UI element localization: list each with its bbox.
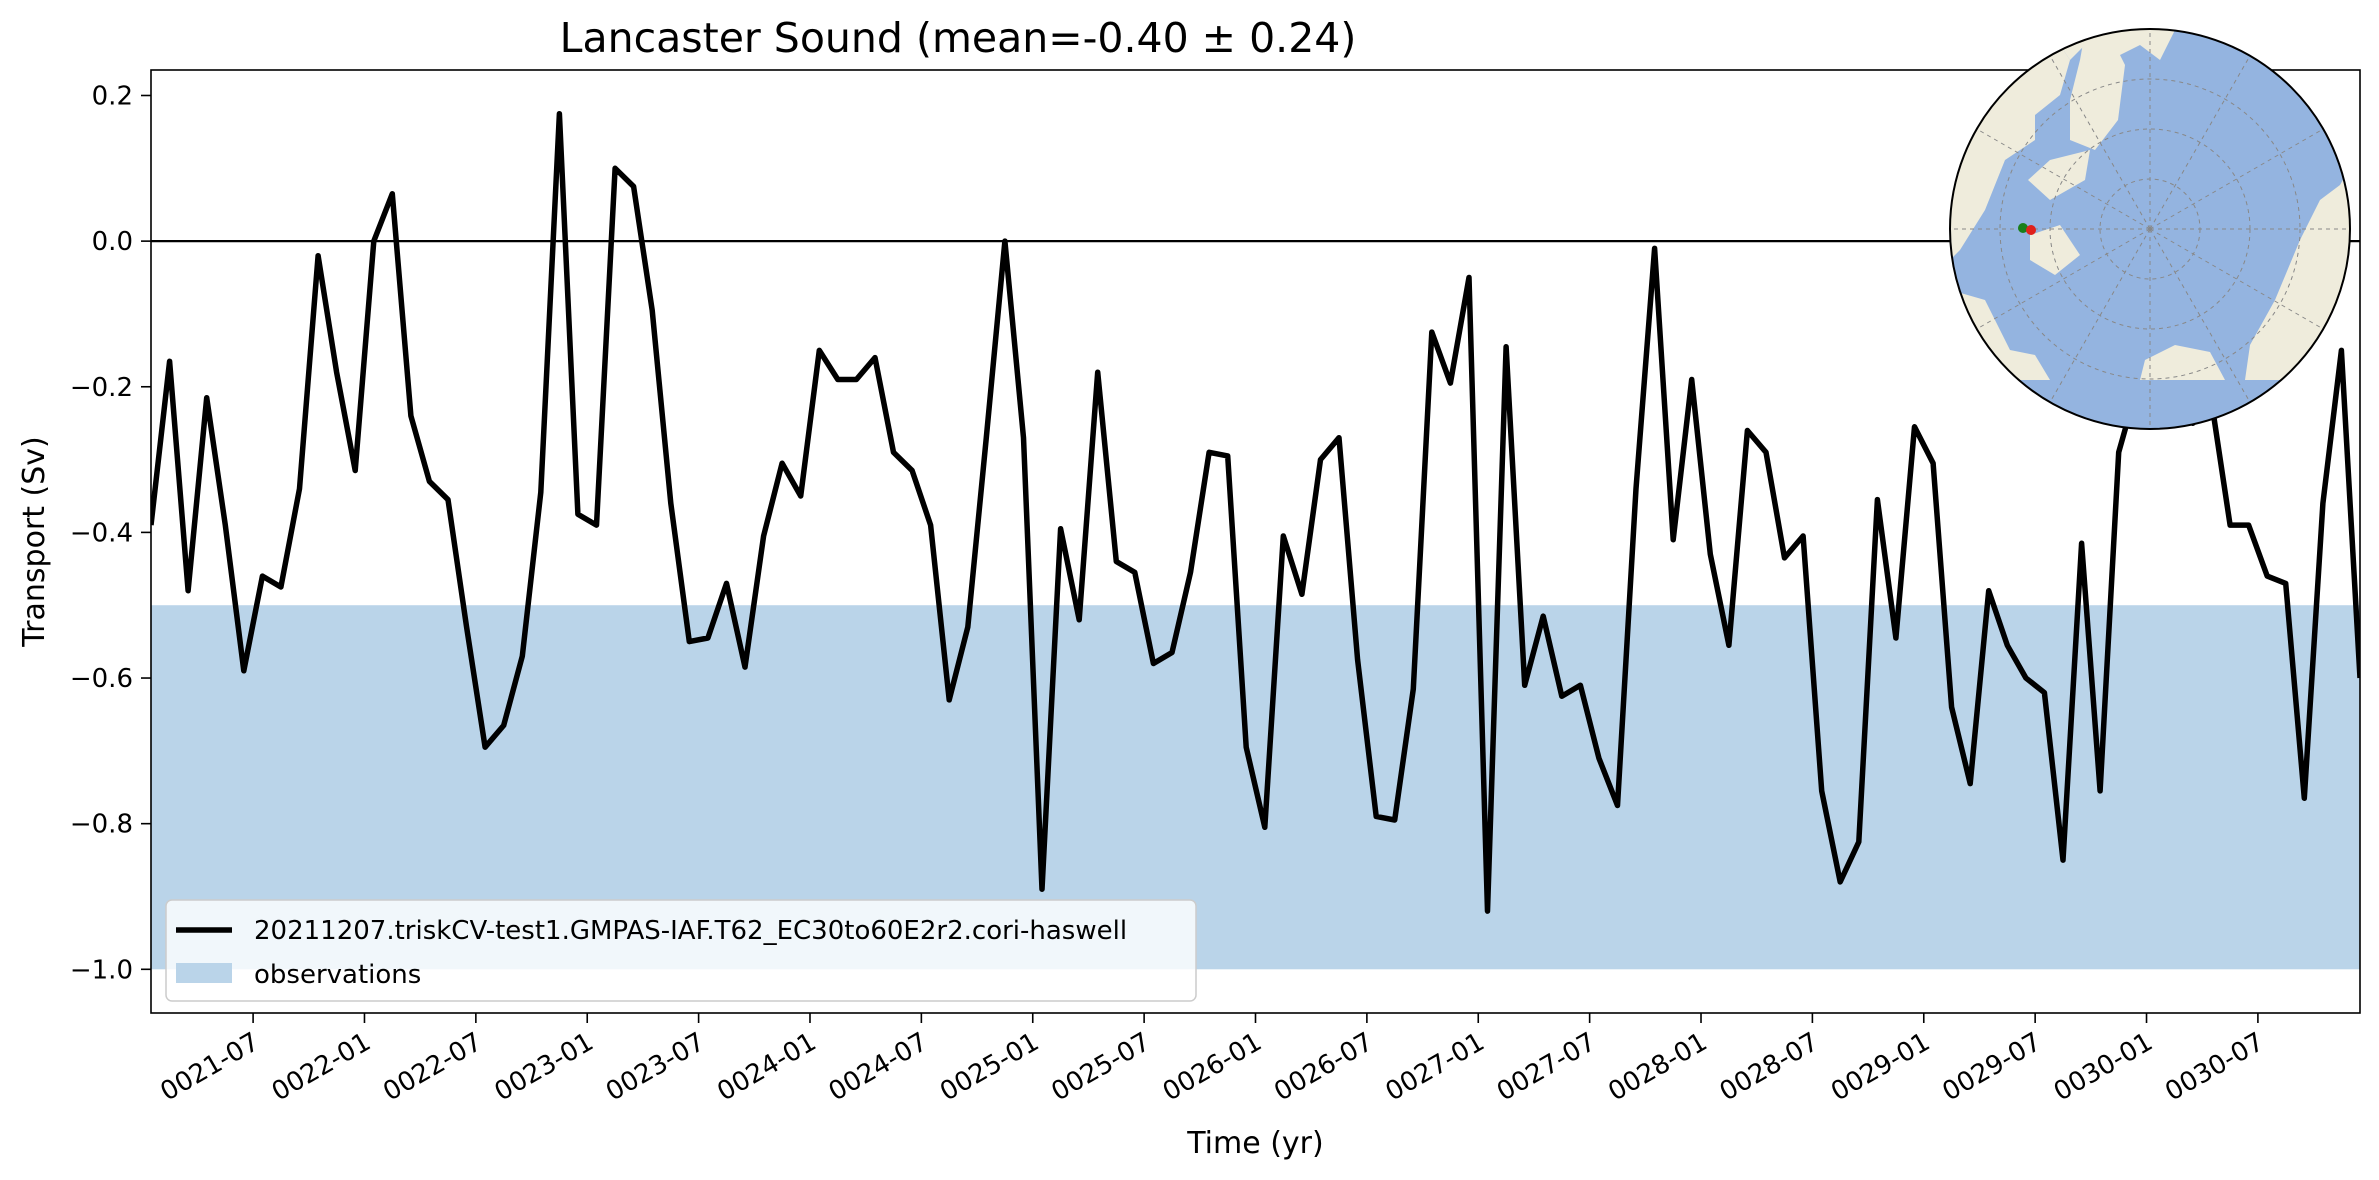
x-tick-label: 0030-07 [2160,1027,2269,1107]
legend-label-observations: observations [254,960,421,990]
inset-polar-map [1949,28,2351,430]
map-meridian [2149,228,2251,403]
x-tick-label: 0026-07 [1269,1027,1378,1107]
x-tick-label: 0024-07 [824,1027,933,1107]
x-tick-label: 0022-01 [267,1027,376,1107]
x-tick-label: 0025-07 [1047,1027,1156,1107]
legend-box [165,899,1197,1002]
x-tick-label: 0024-01 [712,1027,821,1107]
chart-title: Lancaster Sound (mean=-0.40 ± 0.24) [560,14,1357,62]
map-graticule [1950,29,2350,429]
x-tick-label: 0027-07 [1492,1027,1601,1107]
map-section-end-marker [2026,225,2036,235]
map-landmass [2140,345,2225,380]
x-tick-label: 0025-01 [935,1027,1044,1107]
map-landmass [2070,32,2125,150]
legend-label-model: 20211207.triskCV-test1.GMPAS-IAF.T62_EC3… [254,916,1127,946]
map-landmass [2030,225,2080,275]
x-tick-label: 0029-07 [1938,1027,2047,1107]
map-meridian [2149,228,2324,330]
x-tick-label: 0027-01 [1381,1027,1490,1107]
map-meridian [1976,228,2151,330]
map-meridian [2149,55,2251,230]
x-axis: 0021-07 0022-01 0022-07 0023-01 0023-07 0024-… [156,1013,2269,1107]
y-tick-label: −0.4 [70,518,133,548]
y-tick-label: −0.6 [70,664,133,694]
map-border [1949,28,2351,430]
y-axis-label: Transport (Sv) [17,436,52,648]
map-meridian [2049,228,2151,403]
map-latitude-circle [1999,78,2301,380]
map-meridian [1976,128,2151,230]
x-tick-label: 0030-01 [2049,1027,2158,1107]
x-tick-label: 0028-07 [1715,1027,1824,1107]
map-section-start-marker [2018,223,2028,233]
y-axis: 0.2 0.0 −0.2 −0.4 −0.6 −0.8 −1.0 [70,81,151,985]
y-tick-label: −0.2 [70,373,133,403]
map-meridian [2149,128,2324,230]
x-tick-label: 0029-01 [1826,1027,1935,1107]
legend: 20211207.triskCV-test1.GMPAS-IAF.T62_EC3… [165,899,1197,1002]
x-tick-label: 0022-07 [378,1027,487,1107]
x-tick-label: 0028-01 [1603,1027,1712,1107]
y-tick-label: −0.8 [70,810,133,840]
x-tick-label: 0026-01 [1158,1027,1267,1107]
map-landmass [2028,150,2090,200]
y-tick-label: 0.2 [92,81,133,111]
map-meridian [2049,55,2151,230]
y-tick-label: −1.0 [70,955,133,985]
x-tick-label: 0023-07 [601,1027,710,1107]
y-tick-label: 0.0 [92,227,133,257]
legend-swatch-observations [176,963,232,983]
x-tick-label: 0021-07 [156,1027,265,1107]
x-tick-label: 0023-01 [490,1027,599,1107]
x-axis-label: Time (yr) [1186,1126,1323,1161]
series-line-model [151,110,2360,914]
